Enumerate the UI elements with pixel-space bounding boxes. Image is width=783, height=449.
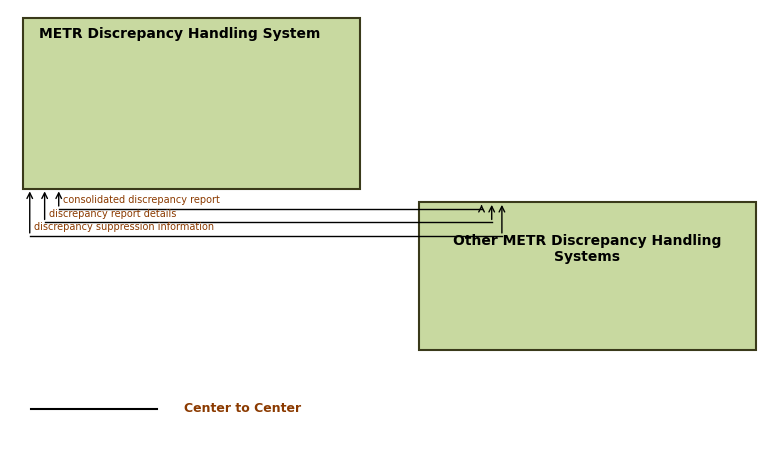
Text: discrepancy report details: discrepancy report details — [49, 209, 176, 219]
Text: METR Discrepancy Handling System: METR Discrepancy Handling System — [39, 27, 320, 41]
Text: consolidated discrepancy report: consolidated discrepancy report — [63, 195, 219, 205]
FancyBboxPatch shape — [419, 202, 756, 350]
FancyBboxPatch shape — [23, 18, 360, 189]
Text: Other METR Discrepancy Handling
Systems: Other METR Discrepancy Handling Systems — [453, 234, 721, 264]
Text: discrepancy suppression information: discrepancy suppression information — [34, 222, 214, 232]
Text: Center to Center: Center to Center — [184, 402, 301, 415]
